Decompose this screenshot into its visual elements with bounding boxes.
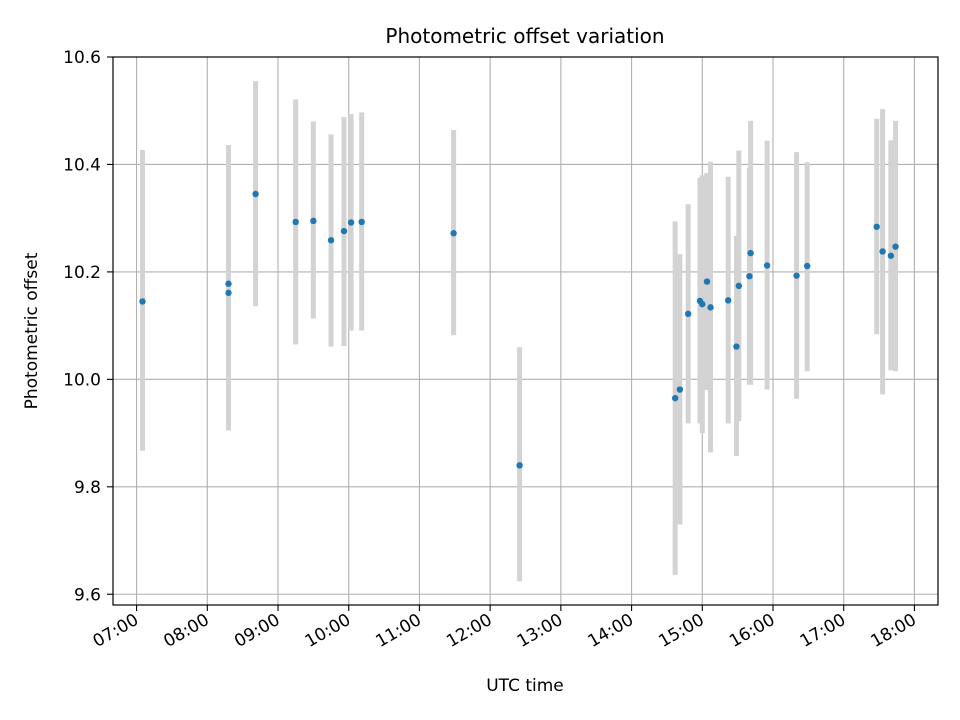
y-tick-label: 10.4	[63, 155, 101, 175]
data-point	[684, 310, 692, 318]
data-point	[292, 218, 299, 226]
data-point	[733, 343, 740, 350]
data-point	[747, 249, 754, 257]
data-point	[703, 278, 711, 285]
y-tick-label: 10.6	[63, 48, 101, 68]
data-point	[225, 280, 232, 287]
data-point	[735, 282, 743, 290]
data-point	[358, 218, 365, 226]
y-tick-label: 9.8	[74, 478, 101, 498]
data-point	[516, 462, 523, 469]
data-point	[707, 304, 714, 311]
marker-layer	[139, 190, 899, 469]
data-point	[225, 289, 232, 297]
data-point	[450, 230, 457, 237]
data-point	[139, 298, 146, 305]
plot-frame	[112, 56, 939, 606]
data-point	[671, 394, 679, 402]
y-tick-label: 9.6	[74, 585, 101, 605]
data-point	[725, 297, 732, 304]
data-point	[793, 272, 800, 279]
y-tick-label: 10.0	[63, 370, 101, 390]
data-point	[347, 219, 355, 226]
x-axis-title: UTC time	[486, 676, 564, 696]
data-point	[327, 237, 335, 244]
data-point	[699, 300, 706, 308]
data-point	[746, 273, 753, 280]
data-point	[803, 262, 811, 270]
data-point	[252, 190, 259, 198]
data-point	[892, 243, 899, 250]
y-tick-label: 10.2	[63, 263, 101, 283]
data-point	[340, 227, 348, 235]
y-axis-title: Photometric offset	[22, 252, 42, 409]
data-point	[873, 223, 880, 230]
data-point	[676, 386, 684, 393]
data-point	[310, 217, 317, 225]
data-point	[879, 248, 886, 255]
chart-title: Photometric offset variation	[385, 24, 664, 48]
data-point	[763, 262, 771, 269]
data-point	[887, 252, 895, 259]
